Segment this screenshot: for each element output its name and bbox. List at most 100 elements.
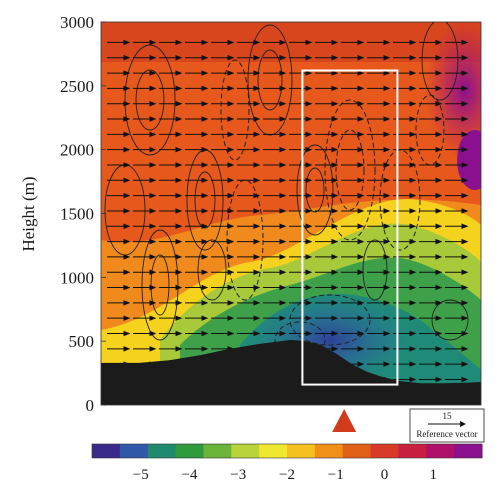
wind-vector-head [279,131,287,138]
wind-vector-head [253,284,261,291]
wind-vector-head [279,315,287,321]
wind-vector-head [383,208,391,214]
wind-vector-head [383,70,391,76]
wind-vector-head [409,223,417,230]
wind-vector-head [201,284,209,291]
highlight-box [301,69,399,386]
wind-vector-head [435,346,443,352]
wind-vector-head [409,116,417,122]
colorbar-segment [398,444,427,458]
wind-vector-head [461,162,469,168]
wind-vector-head [357,300,365,306]
wind-vector-head [123,85,131,92]
wind-vector-head [149,269,157,275]
wind-vector-head [149,254,157,260]
wind-vector-head [227,116,235,122]
wind-vector-head [305,208,313,214]
wind-vector-head [435,330,443,337]
reference-vector-label: Reference vector [416,429,477,439]
colorbar-segment [370,444,399,458]
wind-vector-head [305,100,313,107]
wind-vector-head [357,177,365,184]
wind-vector-head [383,131,391,138]
wind-vector-head [201,55,209,61]
wind-vector-head [435,39,443,46]
wind-vector-head [435,70,443,76]
wind-vector-head [123,330,131,337]
wind-vector-head [227,192,235,199]
wind-vector-head [279,269,287,275]
wind-vector-head [409,85,417,92]
wind-vector-head [383,55,391,61]
wind-vector-head [201,238,209,245]
colorbar-segment [147,444,177,458]
wind-vector-head [435,162,443,168]
colorbar-frame [91,443,483,459]
wind-vector-head [227,39,235,46]
wind-vector-head [305,269,313,275]
wind-vector-head [461,146,469,153]
wind-vector-head [331,300,339,306]
wind-vector-head [461,85,469,92]
wind-vector-head [461,330,469,337]
wind-vector-head [123,146,131,153]
wind-vector-head [461,284,469,291]
wind-vector-head [149,100,157,107]
wind-vector-head [357,131,365,138]
wind-vector-head [461,208,469,214]
wind-vector-head [357,55,365,61]
wind-vector-head [175,254,183,260]
wind-vector-head [175,146,183,153]
wind-vector-head [331,192,339,199]
colorbar-segment [119,444,149,458]
wind-vector-head [123,346,131,352]
wind-vector-head [409,346,417,352]
y-axis: 0 500 1000 1500 2000 2500 3000 [60,13,106,415]
wind-vector-head [383,177,391,184]
wind-vector-head [331,330,339,337]
reference-vector-arrowhead [460,421,466,427]
wind-vector-head [175,192,183,199]
wind-vector-head [357,361,365,367]
wind-vector-head [305,55,313,61]
y-axis-title: Height (m) [19,176,38,251]
wind-vector-head [201,131,209,138]
wind-vector-head [123,254,131,260]
wind-vector-head [279,146,287,153]
colorbar-tick-label: −5 [133,467,149,483]
wind-vector-head [383,346,391,352]
wind-vector-head [227,315,235,321]
wind-vector-head [175,70,183,76]
wind-vector-head [149,300,157,306]
y-tick-label: 1500 [60,205,94,224]
wind-vector-head [461,116,469,122]
wind-vector-head [435,300,443,306]
wind-vector-head [383,269,391,275]
wind-vector-head [331,315,339,321]
wind-vector-head [149,162,157,168]
wind-vector-head [331,100,339,107]
location-marker [332,409,357,432]
wind-vector-head [357,192,365,199]
wind-vector-head [227,330,235,337]
wind-vector-head [331,223,339,230]
wind-vector-head [461,55,469,61]
wind-vector-head [409,131,417,138]
wind-vector-head [123,162,131,168]
wind-vector-head [305,70,313,76]
wind-vector-head [357,269,365,275]
wind-vector-head [227,100,235,107]
wind-vector-head [383,361,391,367]
wind-vector-head [253,223,261,230]
wind-vector-head [253,254,261,260]
wind-vector-head [435,315,443,321]
wind-vector-head [175,238,183,245]
y-tick-label: 1000 [60,268,94,287]
wind-vector-head [409,70,417,76]
wind-vector-head [175,346,183,352]
wind-vector-head [461,269,469,275]
wind-vector-head [383,284,391,291]
wind-vector-head [435,361,443,367]
wind-vector-head [383,85,391,92]
wind-vector-head [331,116,339,122]
